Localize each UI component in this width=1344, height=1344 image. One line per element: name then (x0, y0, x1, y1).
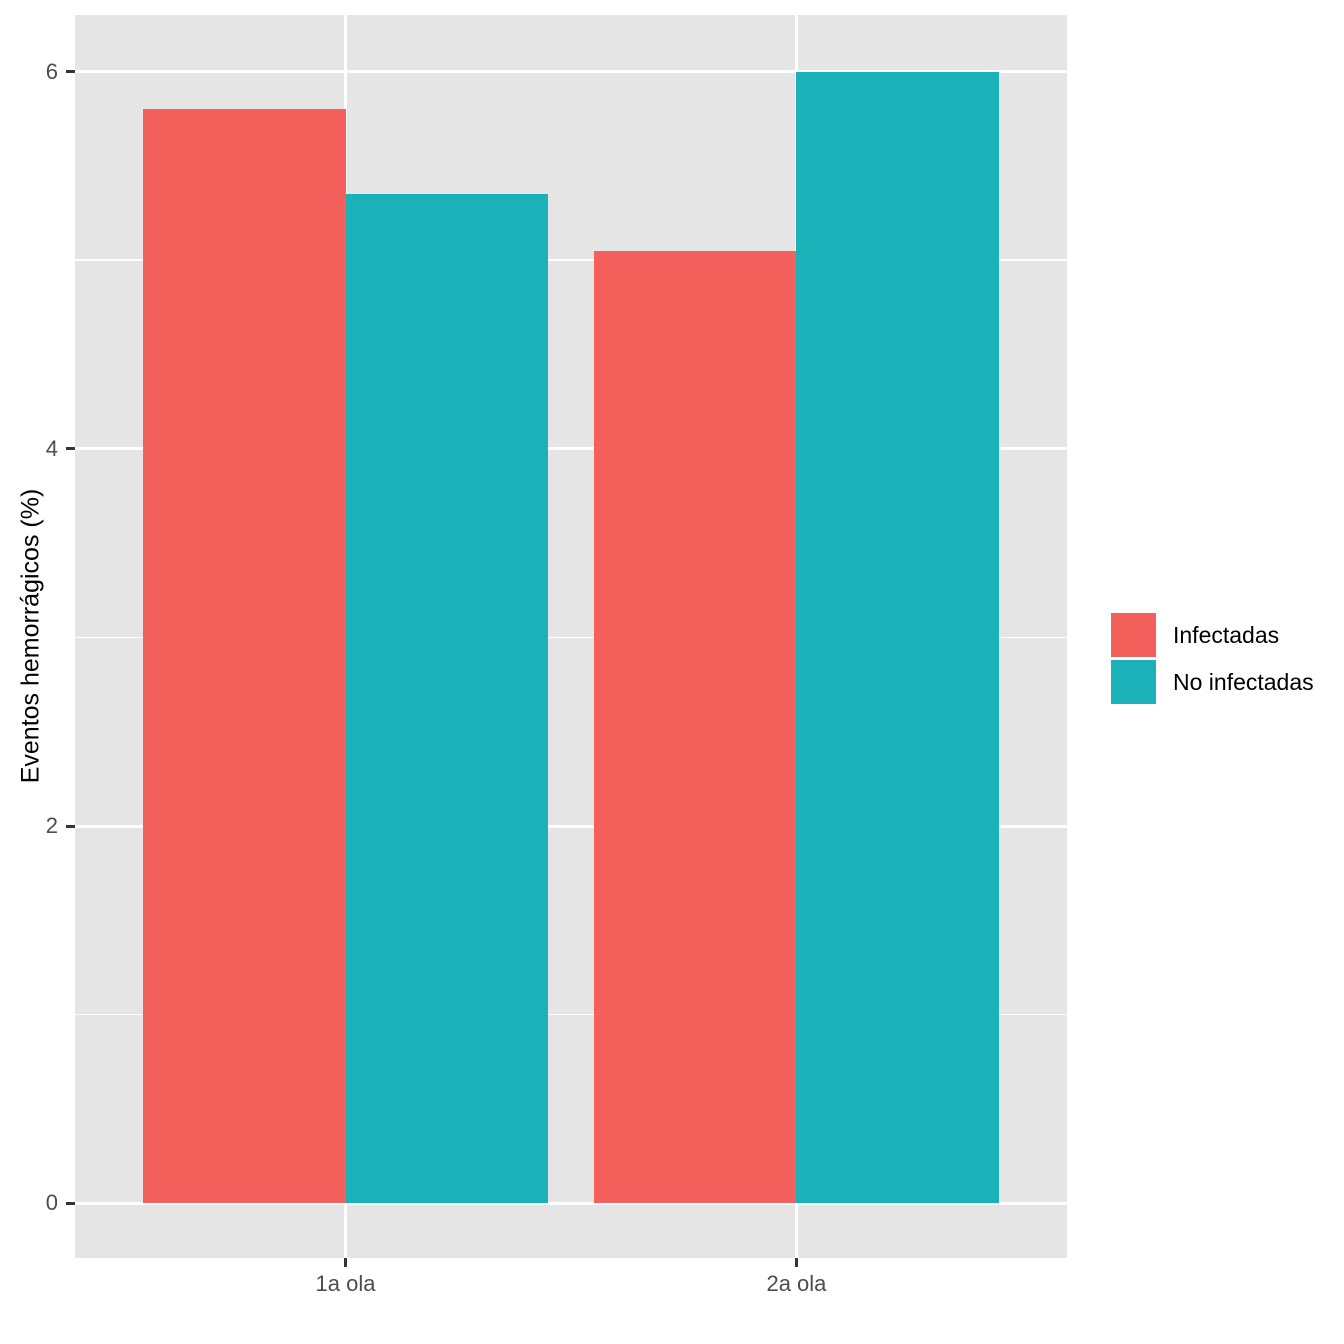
legend-label-infectadas: Infectadas (1173, 621, 1280, 648)
x-tick-label-2a-ola: 2a ola (766, 1271, 827, 1296)
legend: Infectadas No infectadas (1111, 613, 1314, 704)
gridline-minor-y-3 (75, 636, 1067, 639)
x-tick-mark-2a-ola (794, 1258, 798, 1267)
gridline-minor-y-5 (75, 259, 1067, 261)
y-tick-mark-0 (66, 1201, 75, 1205)
gridline-major-y-6 (75, 70, 1067, 74)
y-tick-label-2: 2 (45, 813, 58, 839)
legend-item-infectadas: Infectadas (1111, 613, 1314, 657)
y-axis-title: Eventos hemorrágicos (%) (16, 488, 45, 784)
plot-panel (75, 15, 1067, 1258)
legend-item-no-infectadas: No infectadas (1111, 660, 1314, 704)
y-tick-label-0: 0 (45, 1190, 58, 1216)
gridline-major-y-0 (75, 1201, 1067, 1205)
bar-no-infectadas-2a-ola (796, 71, 1000, 1204)
legend-swatch-no-infectadas (1111, 660, 1156, 704)
gridline-major-y-2 (75, 824, 1067, 828)
legend-swatch-infectadas (1111, 613, 1156, 657)
y-tick-mark-2 (66, 824, 75, 828)
gridline-minor-y-1 (75, 1013, 1067, 1016)
x-tick-label-1a-ola: 1a ola (315, 1271, 376, 1296)
bar-infectadas-1a-ola (142, 109, 346, 1204)
y-tick-mark-6 (66, 70, 75, 74)
bar-no-infectadas-1a-ola (345, 194, 549, 1204)
y-tick-label-4: 4 (45, 435, 58, 461)
bar-infectadas-2a-ola (593, 250, 797, 1204)
y-tick-label-6: 6 (45, 58, 58, 84)
legend-label-no-infectadas: No infectadas (1173, 668, 1314, 695)
gridline-major-y-4 (75, 447, 1067, 451)
x-tick-mark-1a-ola (344, 1258, 348, 1267)
y-tick-mark-4 (66, 447, 75, 451)
